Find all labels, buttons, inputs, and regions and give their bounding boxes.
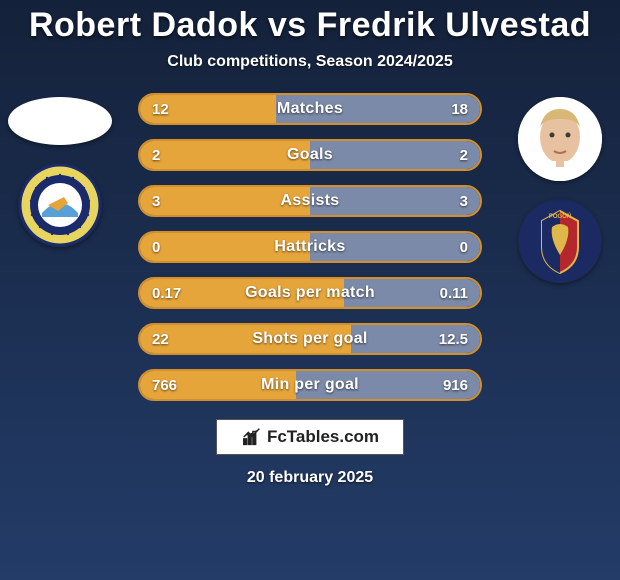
stat-bar-fill (140, 325, 351, 353)
stats-column: 1218Matches22Goals33Assists00Hattricks0.… (120, 93, 500, 401)
stat-right-value: 18 (451, 101, 468, 118)
stat-row: 33Assists (138, 185, 482, 217)
stat-right-value: 2 (460, 147, 468, 164)
stat-left-value: 12 (152, 101, 169, 118)
stat-row: 2212.5Shots per goal (138, 323, 482, 355)
stat-row: 00Hattricks (138, 231, 482, 263)
logo-text: FcTables.com (267, 427, 379, 447)
page-title: Robert Dadok vs Fredrik Ulvestad (29, 6, 591, 45)
card: Robert Dadok vs Fredrik Ulvestad Club co… (0, 0, 620, 580)
player2-club-badge: POGOŃ (518, 199, 602, 283)
club1-badge-icon (18, 163, 102, 247)
stat-right-value: 3 (460, 193, 468, 210)
stat-bar-fill (140, 187, 310, 215)
stat-right-value: 12.5 (439, 331, 468, 348)
player2-avatar (518, 97, 602, 181)
right-column: POGOŃ (500, 93, 620, 401)
stat-row: 22Goals (138, 139, 482, 171)
stat-left-value: 0 (152, 239, 160, 256)
stat-row: 0.170.11Goals per match (138, 277, 482, 309)
stat-right-value: 0.11 (440, 285, 468, 302)
player1-avatar (8, 97, 112, 145)
player2-face-icon (518, 97, 602, 181)
svg-text:POGOŃ: POGOŃ (549, 212, 571, 220)
stat-row: 1218Matches (138, 93, 482, 125)
stat-bar-fill (140, 233, 310, 261)
stat-right-value: 916 (443, 377, 468, 394)
stat-left-value: 22 (152, 331, 169, 348)
main-row: 1218Matches22Goals33Assists00Hattricks0.… (0, 93, 620, 401)
stat-bar-fill (140, 141, 310, 169)
stat-row: 766916Min per goal (138, 369, 482, 401)
chart-icon (241, 426, 263, 448)
stat-left-value: 766 (152, 377, 177, 394)
stat-left-value: 2 (152, 147, 160, 164)
stat-left-value: 0.17 (152, 285, 181, 302)
left-column (0, 93, 120, 401)
subtitle: Club competitions, Season 2024/2025 (167, 53, 452, 71)
date-label: 20 february 2025 (247, 469, 373, 487)
player1-club-badge (18, 163, 102, 247)
stat-right-value: 0 (460, 239, 468, 256)
fctables-logo[interactable]: FcTables.com (216, 419, 404, 455)
club2-badge-icon: POGOŃ (518, 199, 602, 283)
stat-left-value: 3 (152, 193, 160, 210)
